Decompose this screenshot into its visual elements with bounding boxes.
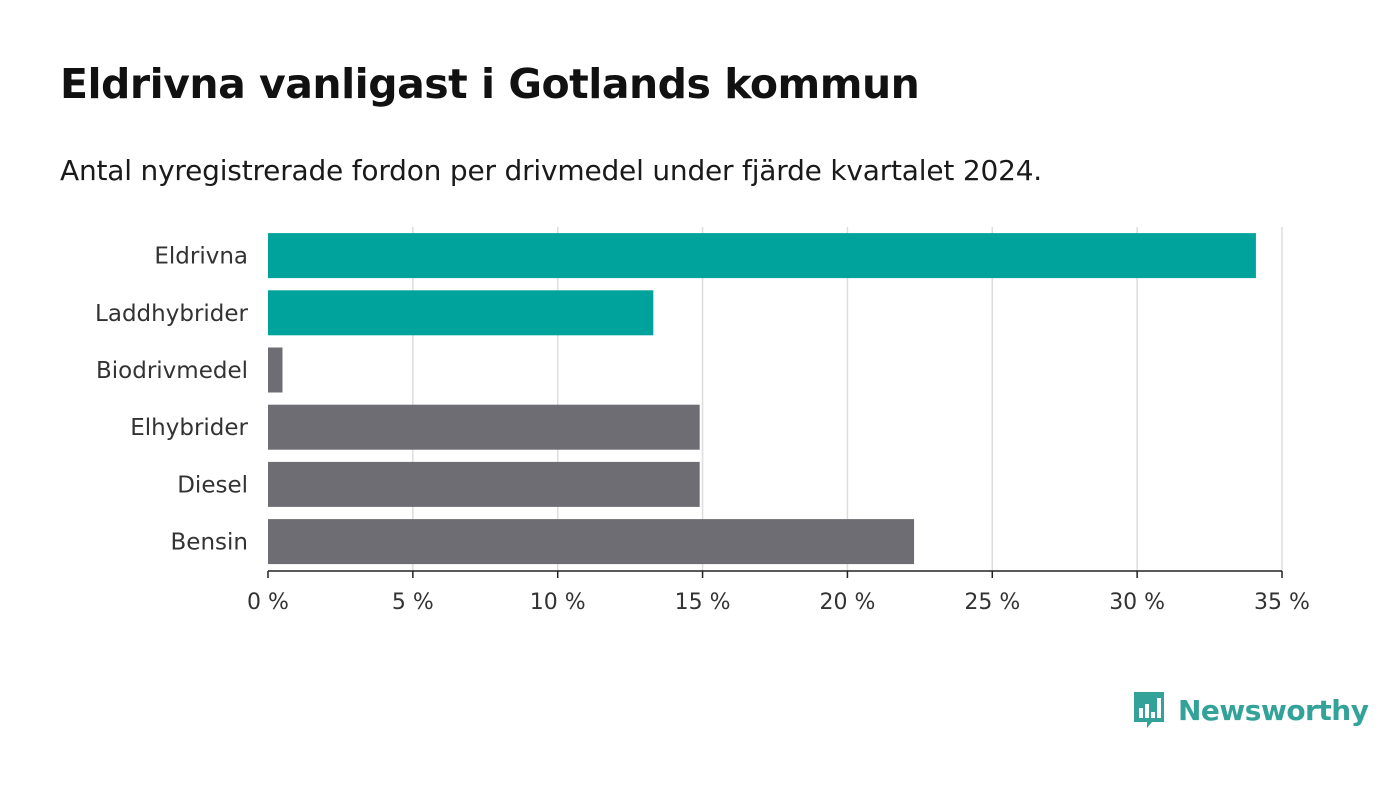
chart-subtitle: Antal nyregistrerade fordon per drivmede… — [60, 154, 1043, 187]
category-label: Elhybrider — [130, 415, 248, 441]
category-label: Bensin — [171, 530, 248, 556]
tick-label: 15 % — [675, 590, 731, 615]
bar-chart-speech-bubble-icon — [1134, 692, 1164, 728]
bar — [268, 461, 700, 507]
bar — [268, 290, 654, 336]
tick-label: 20 % — [819, 590, 875, 615]
bars — [268, 233, 1256, 565]
tick-label: 5 % — [392, 590, 434, 615]
newsworthy-logo: Newsworthy — [1132, 690, 1369, 730]
x-axis-ticks: 0 % 5 % 10 % 15 % 20 % 25 % 30 % 35 % — [247, 571, 1310, 615]
logo-text: Newsworthy — [1178, 693, 1369, 727]
bar — [268, 404, 700, 450]
tick-label: 0 % — [247, 590, 289, 615]
bar — [268, 519, 915, 565]
tick-label: 10 % — [530, 590, 586, 615]
bar — [268, 233, 1256, 279]
chart-title: Eldrivna vanligast i Gotlands kommun — [60, 60, 920, 108]
bar — [268, 347, 283, 393]
gridlines — [412, 227, 1283, 571]
category-label: Laddhybrider — [95, 301, 248, 327]
tick-label: 25 % — [964, 590, 1020, 615]
category-label: Biodrivmedel — [96, 358, 248, 384]
category-label: Eldrivna — [154, 244, 248, 270]
category-labels: Eldrivna Laddhybrider Biodrivmedel Elhybrid… — [95, 244, 248, 556]
category-label: Diesel — [177, 472, 248, 498]
tick-label: 30 % — [1109, 590, 1165, 615]
tick-label: 35 % — [1254, 590, 1310, 615]
